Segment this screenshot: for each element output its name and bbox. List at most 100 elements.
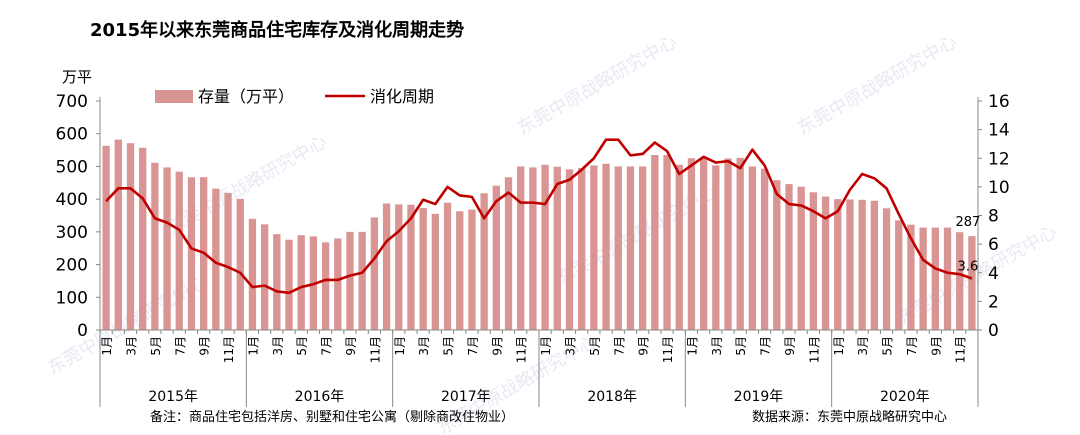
stock-bar xyxy=(553,166,561,330)
stock-bar xyxy=(443,202,452,330)
right-tick-label: 4 xyxy=(988,264,999,284)
stock-bar xyxy=(797,186,805,330)
stock-bar xyxy=(151,162,159,330)
stock-bar xyxy=(139,147,147,330)
stock-bar xyxy=(821,196,830,330)
month-label: 3月 xyxy=(124,336,138,356)
stock-bar xyxy=(907,224,915,330)
stock-bar xyxy=(114,139,122,330)
stock-bar xyxy=(346,231,354,330)
right-tick-label: 16 xyxy=(988,92,1010,112)
stock-bar xyxy=(578,168,586,330)
month-label: 11月 xyxy=(807,336,821,363)
month-label: 11月 xyxy=(954,336,968,363)
stock-bar xyxy=(419,207,427,330)
month-label: 1月 xyxy=(100,336,114,356)
footnote: 备注：商品住宅包括洋房、别墅和住宅公寓（剔除商改住物业） xyxy=(150,409,514,425)
stock-bar xyxy=(895,220,903,330)
stock-bar xyxy=(321,242,330,330)
right-tick-label: 14 xyxy=(988,121,1010,141)
month-label: 5月 xyxy=(442,336,456,356)
legend-bar-label: 存量（万平） xyxy=(198,87,294,106)
year-label: 2016年 xyxy=(295,389,345,405)
stock-bar xyxy=(163,167,171,330)
left-tick-label: 0 xyxy=(77,321,88,341)
year-label: 2015年 xyxy=(148,389,198,405)
stock-bar xyxy=(687,158,696,330)
month-label: 7月 xyxy=(759,336,773,356)
stock-bar xyxy=(431,213,440,330)
stock-bar xyxy=(285,239,293,330)
month-label: 1月 xyxy=(685,336,699,356)
stock-bar xyxy=(468,209,476,330)
stock-bar xyxy=(187,177,196,330)
month-label: 7月 xyxy=(173,336,187,356)
month-label: 7月 xyxy=(612,336,626,356)
month-label: 5月 xyxy=(149,336,163,356)
month-label: 7月 xyxy=(320,336,334,356)
right-tick-label: 2 xyxy=(988,292,999,312)
stock-bar xyxy=(919,227,927,330)
stock-bar xyxy=(602,163,610,330)
month-label: 1月 xyxy=(246,336,260,356)
last-line-value-label: 3.6 xyxy=(958,259,979,274)
stock-bar xyxy=(748,166,757,330)
last-bar-value-label: 287 xyxy=(955,215,980,230)
left-tick-label: 600 xyxy=(56,125,88,145)
stock-bar xyxy=(382,203,391,330)
stock-bar xyxy=(590,165,598,330)
stock-bar xyxy=(565,169,574,330)
stock-bar xyxy=(870,200,879,330)
month-label: 3月 xyxy=(271,336,285,356)
month-label: 9月 xyxy=(344,336,358,356)
left-tick-label: 400 xyxy=(56,190,88,210)
stock-bar xyxy=(846,199,854,330)
month-label: 9月 xyxy=(637,336,651,356)
right-tick-label: 0 xyxy=(988,321,999,341)
stock-bar xyxy=(614,166,622,330)
stock-bar xyxy=(248,218,257,330)
chart-title: 2015年以来东莞商品住宅库存及消化周期走势 xyxy=(90,19,464,41)
month-label: 1月 xyxy=(539,336,553,356)
left-tick-label: 100 xyxy=(56,288,88,308)
stock-bar xyxy=(931,227,939,330)
stock-bar xyxy=(858,199,866,330)
month-label: 5月 xyxy=(588,336,602,356)
stock-bar xyxy=(492,185,500,330)
stock-bar xyxy=(663,154,671,330)
stock-bar xyxy=(882,208,891,330)
stock-bar xyxy=(651,154,659,330)
stock-bar xyxy=(358,231,366,330)
year-label: 2019年 xyxy=(734,389,784,405)
stock-bar xyxy=(334,238,342,330)
stock-bar xyxy=(456,211,464,330)
month-label: 5月 xyxy=(734,336,748,356)
stock-bar xyxy=(626,166,635,330)
stock-bar xyxy=(212,188,220,330)
stock-bar xyxy=(968,236,976,330)
month-label: 11月 xyxy=(368,336,382,363)
stock-bar xyxy=(956,232,964,330)
stock-bar xyxy=(809,192,818,330)
month-label: 3月 xyxy=(563,336,577,356)
month-label: 3月 xyxy=(710,336,724,356)
month-label: 7月 xyxy=(905,336,919,356)
month-label: 5月 xyxy=(295,336,309,356)
month-label: 3月 xyxy=(417,336,431,356)
month-label: 5月 xyxy=(881,336,895,356)
right-tick-label: 12 xyxy=(988,149,1010,169)
stock-bar xyxy=(102,145,110,330)
stock-bar xyxy=(943,227,952,330)
right-tick-label: 10 xyxy=(988,178,1010,198)
right-tick-label: 8 xyxy=(988,207,999,227)
right-tick-label: 6 xyxy=(988,235,999,255)
stock-bar xyxy=(297,235,305,330)
left-tick-label: 300 xyxy=(56,223,88,243)
stock-bar xyxy=(724,158,732,330)
legend-bar-swatch xyxy=(155,90,193,103)
stock-bar xyxy=(126,143,135,330)
left-axis-unit: 万平 xyxy=(62,68,92,86)
month-label: 9月 xyxy=(198,336,212,356)
stock-bar xyxy=(517,166,525,330)
